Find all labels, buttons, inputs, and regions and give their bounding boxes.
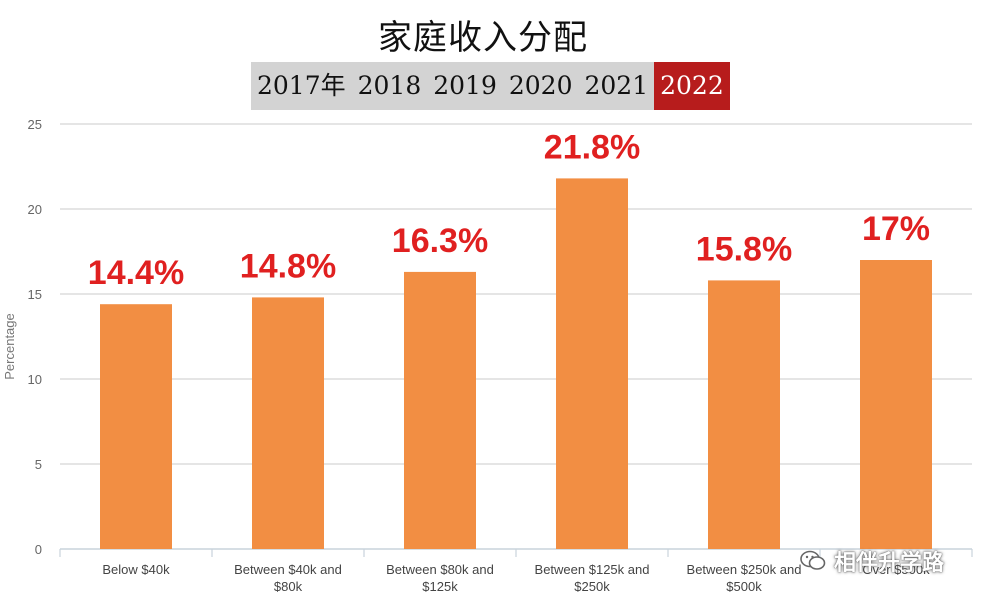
x-tick-label: Over $500k [862,562,930,577]
data-label: 15.8% [696,230,792,268]
bar [404,271,476,549]
chart-title: 家庭收入分配 [378,18,588,58]
data-label: 16.3% [392,222,488,260]
y-tick-label: 15 [28,287,42,302]
wechat-icon [800,550,826,572]
x-tick-label: Between $40k and [234,562,342,577]
y-tick-label: 10 [28,372,42,387]
watermark-text: 相伴升学路 [834,551,945,576]
year-tabs: 2017年 2018 2019 2020 2021 2022 [251,62,730,110]
bar [100,304,172,549]
bar [708,280,780,549]
y-tick-label: 5 [35,457,42,472]
watermark: 相伴升学路 [800,545,944,577]
year-tab-2018[interactable]: 2018 [351,62,428,110]
y-tick-label: 0 [35,542,42,557]
x-tick-label: $500k [726,579,762,594]
y-tick-label: 20 [28,202,42,217]
year-tab-2021[interactable]: 2021 [578,62,655,110]
data-label: 14.8% [240,247,336,285]
bar [252,297,324,549]
x-tick-label: Between $125k and [535,562,650,577]
year-tab-2020[interactable]: 2020 [502,62,579,110]
bar [556,178,628,549]
year-tab-2017[interactable]: 2017年 [251,62,352,110]
year-tab-2022[interactable]: 2022 [654,62,730,110]
y-axis-title: Percentage [2,313,17,380]
x-tick-label: Between $250k and [687,562,802,577]
x-tick-label: $250k [574,579,610,594]
year-tab-2019[interactable]: 2019 [427,62,503,110]
x-tick-label: Between $80k and [386,562,494,577]
x-tick-label: $125k [422,579,458,594]
bar [860,260,932,549]
data-label: 21.8% [544,128,640,166]
x-tick-label: Below $40k [102,562,170,577]
data-label: 17% [862,210,930,248]
y-tick-label: 25 [28,117,42,132]
data-label: 14.4% [88,254,184,292]
x-tick-label: $80k [274,579,303,594]
